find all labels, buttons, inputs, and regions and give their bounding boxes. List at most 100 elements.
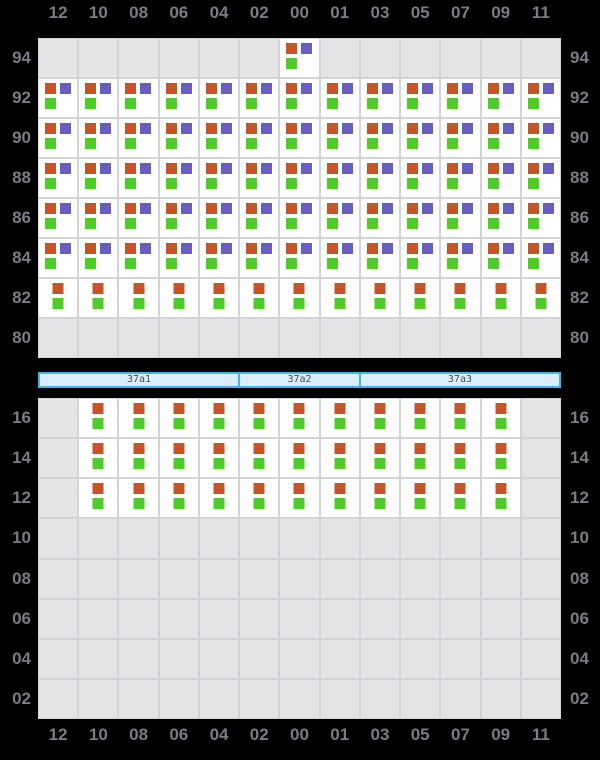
marker-green (407, 178, 419, 189)
slot-12-07 (441, 479, 480, 518)
slot-10-01 (320, 519, 359, 558)
marker-orange (213, 403, 225, 414)
marker-orange (45, 243, 56, 254)
slot-08-03 (360, 559, 400, 598)
marker-purple (542, 123, 554, 134)
marker-green (293, 298, 305, 309)
marker-orange (125, 83, 137, 94)
marker-purple (100, 83, 112, 94)
slot-06-03 (360, 599, 400, 638)
slot-16-03 (360, 399, 400, 438)
marker-orange (454, 443, 466, 455)
marker-orange (45, 203, 56, 214)
marker-green (366, 258, 378, 269)
column-label-11: 11 (531, 725, 550, 744)
marker-orange (414, 283, 426, 294)
marker-green (447, 218, 459, 229)
slot-16-06 (159, 399, 198, 438)
marker-orange (407, 203, 419, 214)
marker-green (205, 138, 217, 149)
marker-green (246, 258, 258, 269)
marker-green (334, 298, 346, 309)
marker-green (45, 138, 56, 149)
marker-purple (301, 163, 313, 174)
marker-green (173, 298, 185, 309)
slot-04-04 (199, 639, 239, 678)
marker-orange (286, 163, 298, 174)
slot-94-10 (79, 39, 118, 77)
marker-orange (487, 163, 499, 174)
tier-label-06: 06 (570, 608, 589, 628)
slot-84-09 (481, 239, 520, 277)
marker-green (92, 298, 104, 309)
marker-orange (133, 483, 145, 495)
marker-orange (454, 483, 466, 495)
slot-10-02 (240, 519, 279, 558)
marker-orange (173, 283, 185, 294)
marker-green (414, 498, 426, 510)
marker-green (326, 98, 338, 109)
marker-purple (100, 243, 112, 254)
slot-02-08 (119, 679, 158, 718)
marker-green (52, 298, 64, 309)
slot-92-05 (401, 79, 440, 117)
marker-purple (180, 203, 192, 214)
marker-green (213, 498, 225, 510)
marker-purple (462, 123, 474, 134)
marker-green (125, 178, 137, 189)
slot-90-10 (79, 119, 118, 157)
marker-orange (293, 443, 305, 455)
marker-green (92, 418, 104, 429)
marker-purple (261, 123, 273, 134)
marker-green (293, 498, 305, 510)
marker-purple (100, 203, 112, 214)
marker-purple (220, 243, 232, 254)
slot-94-02 (240, 39, 279, 77)
tier-label-90: 90 (12, 128, 31, 147)
slot-88-10 (79, 159, 118, 197)
slot-80-00 (280, 319, 319, 357)
slot-90-06 (159, 119, 198, 157)
column-label-12: 12 (48, 725, 68, 744)
slot-82-08 (119, 279, 158, 317)
marker-purple (301, 203, 313, 214)
slot-04-03 (360, 639, 400, 678)
marker-purple (180, 163, 192, 174)
slot-06-11 (521, 599, 560, 638)
slot-08-01 (320, 559, 359, 598)
marker-orange (45, 83, 56, 94)
marker-green (414, 418, 426, 429)
tier-axis-top-left: 94 92 90 88 86 84 82 80 (0, 38, 31, 358)
marker-orange (205, 123, 217, 134)
slot-90-11 (521, 119, 560, 157)
marker-green (133, 418, 145, 429)
marker-orange (286, 203, 298, 214)
marker-orange (85, 83, 97, 94)
slot-88-11 (521, 159, 560, 197)
slot-86-06 (159, 199, 198, 237)
marker-purple (100, 163, 112, 174)
tier-label-10: 10 (570, 528, 589, 548)
marker-green (45, 258, 56, 269)
slot-88-04 (199, 159, 239, 197)
marker-green (213, 298, 225, 309)
slot-90-02 (240, 119, 279, 157)
marker-purple (220, 83, 232, 94)
marker-orange (286, 83, 298, 94)
slot-16-09 (481, 399, 520, 438)
marker-orange (366, 83, 378, 94)
slot-82-01 (320, 279, 359, 317)
marker-green (374, 418, 386, 429)
slot-84-07 (441, 239, 480, 277)
marker-green (374, 458, 386, 470)
tier-label-92: 92 (570, 88, 589, 107)
marker-purple (341, 83, 353, 94)
slot-92-11 (521, 79, 560, 117)
marker-orange (326, 243, 338, 254)
marker-orange (366, 243, 378, 254)
marker-green (495, 458, 507, 470)
marker-green (286, 178, 298, 189)
marker-green (407, 98, 419, 109)
slot-02-01 (320, 679, 359, 718)
marker-green (133, 458, 145, 470)
